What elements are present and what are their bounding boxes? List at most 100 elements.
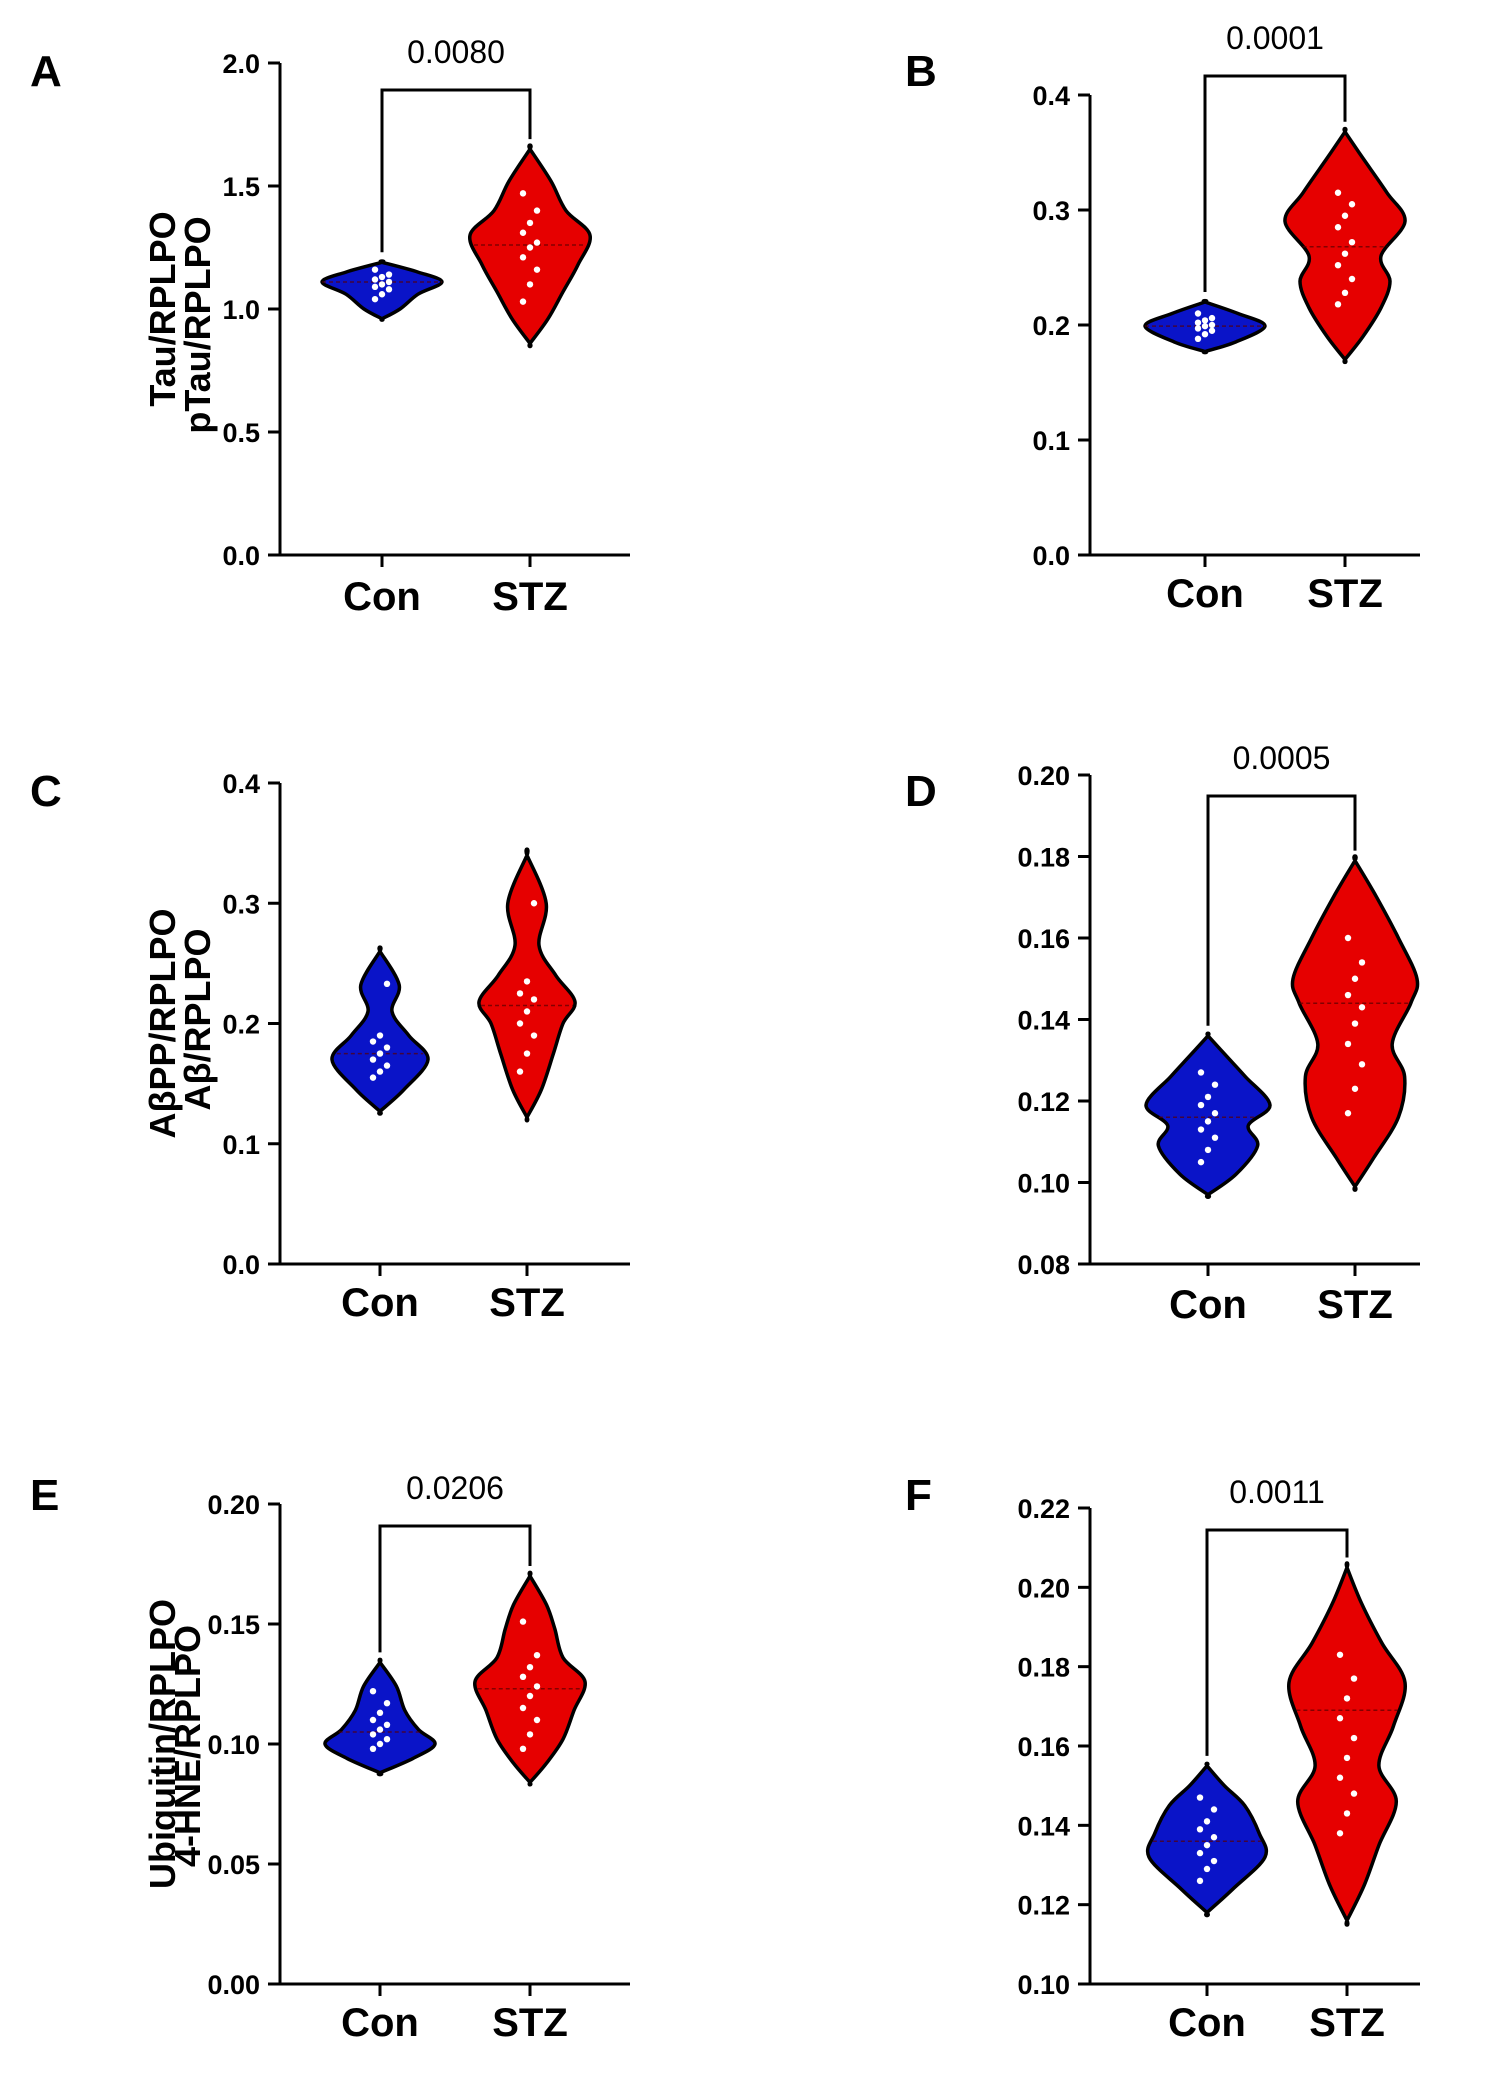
data-point: [526, 1731, 534, 1738]
data-point: [1208, 327, 1216, 334]
y-axis-title: Aβ/RPLPO: [177, 929, 218, 1111]
data-point: [533, 1716, 541, 1724]
data-point: [1194, 310, 1202, 317]
y-axis-title: 4-HNE/RPLPO: [167, 1625, 208, 1867]
data-point: [369, 1716, 377, 1724]
y-tick-label: 0.15: [207, 1610, 260, 1640]
data-point: [533, 207, 541, 214]
panel-a: A 0.0 0.5 1.0 1.5 2.0 Con STZ Tau/RPLPO 0.0080: [30, 34, 630, 619]
data-point: [1210, 1806, 1218, 1813]
data-point: [1348, 201, 1356, 208]
violin-con: [1143, 298, 1267, 355]
data-point: [519, 254, 527, 261]
panel-e: E 0.00 0.05 0.10 0.15 0.20 Con STZ Ubiquitin/RPL…: [30, 1470, 630, 2045]
data-point: [516, 990, 524, 997]
data-point: [1344, 1040, 1352, 1048]
data-point: [1343, 1810, 1351, 1817]
data-point: [376, 1740, 384, 1748]
data-point: [519, 1704, 527, 1712]
bracket-line: [1203, 74, 1347, 292]
bracket-line: [1206, 794, 1357, 1026]
violin-shape: [330, 945, 430, 1116]
data-point: [1197, 1069, 1205, 1076]
data-point: [1196, 1826, 1204, 1833]
violin-stz: [473, 1570, 587, 1787]
data-point: [1201, 322, 1209, 330]
data-point: [1334, 301, 1342, 308]
category-label-stz: STZ: [1307, 572, 1383, 616]
data-point: [383, 1736, 391, 1743]
data-point: [1334, 189, 1342, 196]
data-point: [385, 278, 393, 286]
violin-stz: [1287, 1561, 1407, 1927]
data-point: [383, 980, 391, 988]
y-tick-label: 0.0: [222, 541, 260, 571]
data-point: [1201, 331, 1209, 338]
data-point: [1350, 1790, 1358, 1797]
y-tick-label: 0.00: [207, 1970, 260, 2000]
p-value-label: 0.0206: [406, 1470, 504, 1506]
panel-letter: A: [30, 47, 62, 96]
violin-shape: [1145, 1761, 1269, 1918]
data-point: [519, 298, 527, 305]
significance-bracket: 0.0001: [1203, 20, 1347, 292]
data-point: [526, 219, 534, 227]
violin-con: [1144, 1031, 1272, 1199]
data-point: [526, 281, 534, 288]
data-point: [1358, 959, 1366, 966]
data-point: [1336, 1774, 1344, 1781]
data-point: [1336, 1651, 1344, 1658]
y-tick-label: 2.0: [222, 49, 260, 79]
data-point: [530, 996, 538, 1003]
panel-letter: C: [30, 767, 62, 816]
data-point: [1343, 1754, 1351, 1762]
y-axis-title: Tau/RPLPO: [142, 211, 183, 406]
p-value-label: 0.0080: [407, 34, 505, 70]
category-label-con: Con: [341, 2001, 419, 2045]
y-tick-label: 0.10: [1017, 1169, 1070, 1199]
violin-stz: [1283, 126, 1407, 365]
data-point: [1341, 289, 1349, 296]
significance-bracket: 0.0005: [1206, 740, 1357, 1026]
panel-letter: B: [905, 47, 937, 96]
category-label-con: Con: [341, 1281, 419, 1325]
data-point: [383, 1721, 391, 1729]
violin-shape: [1144, 1031, 1272, 1199]
y-tick-label: 0.08: [1017, 1250, 1070, 1280]
significance-bracket: 0.0011: [1205, 1474, 1349, 1756]
category-label-stz: STZ: [1317, 1283, 1393, 1327]
y-tick-label: 0.18: [1017, 843, 1070, 873]
p-value-label: 0.0001: [1226, 20, 1324, 56]
data-point: [1211, 1110, 1219, 1117]
y-tick-label: 0.20: [1017, 761, 1070, 791]
data-point: [1358, 1004, 1366, 1011]
data-point: [376, 1709, 384, 1717]
data-point: [383, 1044, 391, 1051]
data-point: [526, 244, 534, 251]
data-point: [1204, 1093, 1212, 1101]
data-point: [1351, 1020, 1359, 1027]
category-label-stz: STZ: [489, 1281, 565, 1325]
data-point: [523, 978, 531, 985]
significance-bracket: 0.0080: [380, 34, 532, 253]
y-axis-title: Ubiquitin/RPLPO: [142, 1599, 183, 1889]
violin-shape: [1283, 126, 1407, 365]
y-axis-title: AβPP/RPLPO: [142, 908, 183, 1138]
y-tick-label: 0.16: [1017, 1732, 1070, 1762]
panel-d: D 0.08 0.10 0.12 0.14 0.16 0.18 0.20 Con STZ Aβ/RP…: [177, 740, 1420, 1327]
data-point: [1351, 975, 1359, 982]
data-point: [533, 1652, 541, 1659]
significance-bracket: 0.0206: [378, 1470, 532, 1653]
data-point: [369, 1038, 377, 1045]
data-point: [371, 295, 379, 303]
y-tick-label: 0.3: [1032, 196, 1070, 226]
y-tick-label: 0.2: [1032, 311, 1070, 341]
p-value-label: 0.0005: [1233, 740, 1331, 776]
bracket-line: [380, 88, 532, 253]
violin-shape: [320, 259, 444, 322]
y-tick-label: 0.12: [1017, 1087, 1070, 1117]
bracket-line: [378, 1524, 532, 1653]
panel-letter: F: [905, 1471, 932, 1520]
violin-stz: [1290, 854, 1420, 1192]
category-label-con: Con: [1168, 2001, 1246, 2045]
